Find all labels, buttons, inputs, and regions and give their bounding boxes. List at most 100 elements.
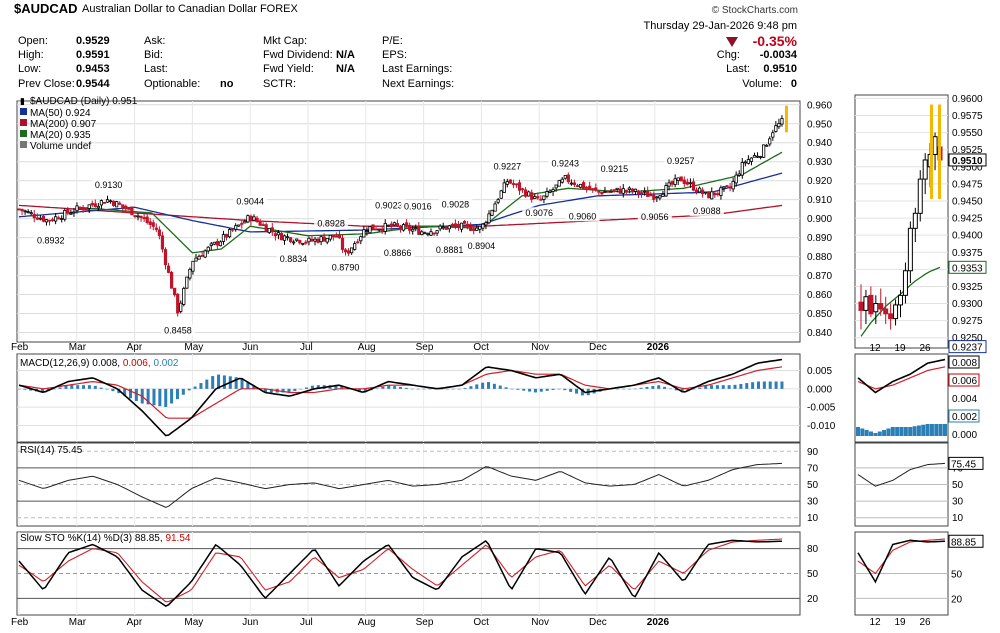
macd-histogram-bar (404, 387, 408, 389)
zoom-macd-bar (916, 425, 921, 436)
candle-body (81, 207, 85, 210)
candle-body (676, 177, 680, 181)
candle-body (371, 224, 375, 230)
x-axis-label: Aug (358, 342, 376, 353)
candle-body (41, 215, 46, 222)
last-earnings-label: Last Earnings: (382, 63, 453, 75)
zoom-macd-bar (869, 431, 874, 436)
candle-body (75, 205, 79, 212)
candle-body (682, 179, 686, 184)
macd-histogram-bar (422, 388, 426, 390)
macd-histogram-bar (551, 388, 555, 390)
macd-histogram-bar (111, 388, 115, 392)
candle-body (652, 194, 656, 200)
candle-body (194, 257, 198, 262)
macd-histogram-bar (569, 388, 573, 392)
macd-histogram-bar (715, 385, 719, 389)
macd-histogram-bar (105, 388, 109, 390)
zoom-y-tick: 0.9375 (952, 248, 983, 259)
price-annotation: 0.9257 (667, 156, 695, 166)
zoom-macd-tick: 0.000 (952, 430, 977, 441)
candle-body (435, 230, 439, 234)
candle-body (426, 233, 430, 236)
price-marker-box (948, 340, 987, 354)
price-annotation: 0.9016 (404, 202, 432, 212)
candle-body (249, 215, 253, 222)
candle-body (490, 209, 494, 216)
macd-histogram-bar (633, 388, 637, 390)
zoom-macd-bar (912, 426, 917, 436)
zoom-macd-bar (943, 424, 947, 436)
x-axis-label: 2026 (647, 342, 670, 353)
candle-body (282, 235, 287, 241)
zoom-rsi-line (857, 462, 945, 487)
candle-body (572, 182, 577, 186)
x-axis-label: Jun (242, 342, 258, 353)
macd-title-value: 0.008, (92, 358, 123, 369)
candle-body (758, 156, 763, 158)
macd-histogram-bar (768, 381, 772, 389)
candle-body (624, 189, 628, 192)
candle-body (310, 238, 314, 242)
candle-body (69, 212, 73, 215)
candle-body (734, 174, 738, 184)
candle-body (462, 220, 467, 224)
macd-marker-box (948, 355, 980, 369)
zoom-last-bar-highlight (938, 104, 941, 199)
zoom-last-bar-highlight (930, 104, 933, 199)
candle-body (243, 220, 247, 224)
macd-histogram-bar (463, 387, 467, 389)
macd-histogram-bar (481, 382, 485, 389)
candle-body (234, 225, 238, 230)
macd-histogram-bar (575, 388, 579, 394)
x-axis-label: Oct (473, 342, 489, 353)
price-annotation: 0.9023 (375, 200, 403, 210)
candle-body (639, 192, 644, 195)
candle-body (701, 189, 705, 195)
macd-histogram-bar (692, 388, 696, 390)
candle-body (252, 216, 256, 221)
open-value: 0.9529 (76, 35, 110, 47)
zoom-macd-line (857, 358, 946, 394)
candle-body (636, 190, 641, 195)
zoom-candle-body (873, 303, 879, 313)
rsi-y-tick: 50 (807, 480, 819, 491)
down-arrow-icon (726, 37, 738, 47)
candle-body (765, 144, 769, 147)
candle-body (255, 217, 259, 222)
candle-body (353, 243, 357, 250)
volume-value: 0 (790, 78, 797, 90)
candle-body (432, 232, 436, 235)
candle-body (209, 243, 213, 246)
zoom-x-label: 12 (869, 617, 881, 628)
candle-body (408, 224, 412, 231)
legend-swatch (20, 119, 27, 126)
macd-y-tick: -0.005 (807, 403, 836, 414)
x-axis-label: May (184, 342, 203, 353)
macd-histogram-bar (533, 388, 537, 393)
macd-histogram-bar (29, 388, 33, 391)
candle-body (66, 208, 70, 214)
price-y-tick: 0.890 (807, 233, 832, 244)
rsi-y-tick: 30 (807, 497, 819, 508)
rsi-marker-box (948, 456, 984, 470)
zoom-candle-body (878, 303, 884, 310)
candle-body (118, 202, 122, 205)
candle-body (606, 190, 610, 193)
zoom-candle-body (917, 178, 923, 214)
candle-body (670, 181, 674, 185)
annotation-bg (91, 178, 126, 190)
candle-body (72, 211, 76, 214)
candle-body (328, 234, 332, 240)
macd-histogram-bar (281, 388, 285, 393)
fwd-yield-value: N/A (336, 63, 355, 75)
sto-title-k-value: 88.85, (135, 533, 166, 544)
legend-swatch (20, 141, 27, 148)
change-label: Chg: (716, 49, 740, 61)
zoom-macd-bar (886, 428, 891, 436)
zoom-macd-bar (877, 431, 882, 436)
last-bar-highlight (784, 105, 788, 133)
candle-body (325, 238, 329, 243)
macd-histogram-bar (516, 388, 520, 390)
macd-histogram-bar (657, 385, 661, 389)
